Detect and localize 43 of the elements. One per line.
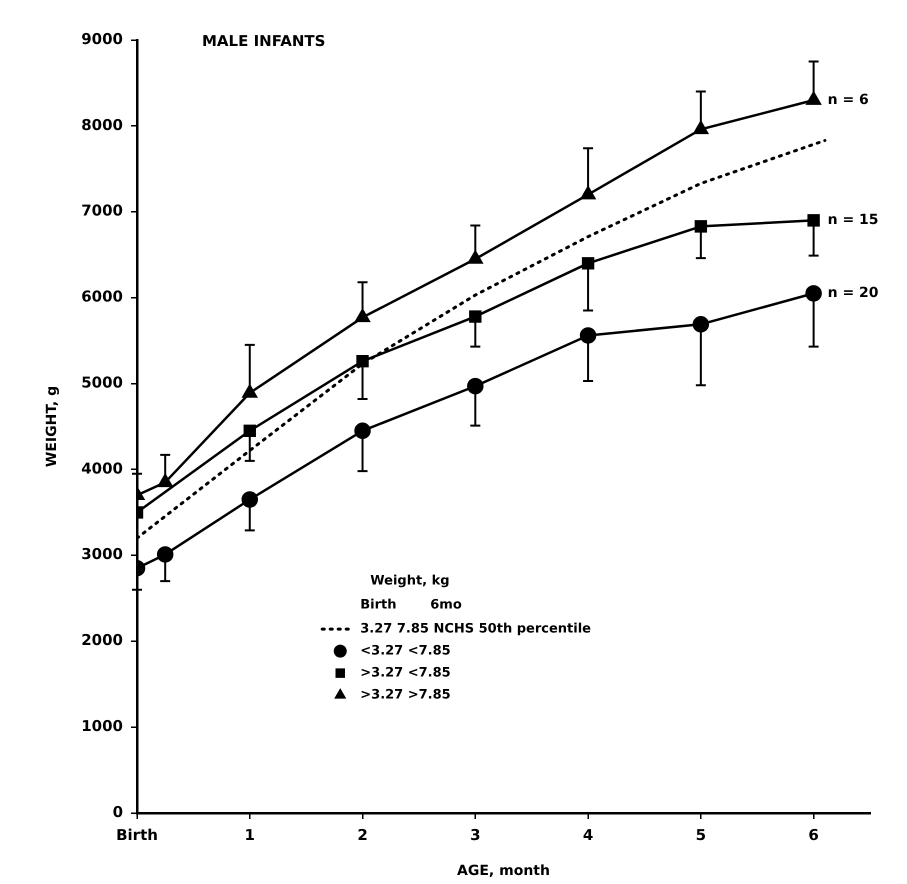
point [582,257,594,270]
x-tick-label: 2 [357,826,368,844]
x-axis-title: AGE, month [457,863,550,880]
x-tick-label: 4 [582,826,594,844]
annotation: n = 15 [828,212,879,228]
y-tick-label: 2000 [81,631,123,650]
y-tick-label: 4000 [81,459,123,478]
point [242,491,258,508]
x-tick-label: Birth [116,826,158,844]
legend-label: >3.27 >7.85 [360,687,451,702]
point [467,378,484,394]
point [807,214,820,227]
y-tick-label: 9000 [81,30,123,48]
y-tick-label: 8000 [81,116,123,134]
x-tick-label: 6 [808,826,819,844]
point [156,546,174,563]
annotation: Birth [360,597,396,612]
y-tick-label: 1000 [81,717,123,735]
y-tick-label: 0 [112,802,123,821]
point [580,327,596,344]
chart-title: MALE INFANTS [202,32,326,50]
annotation: 6mo [430,597,462,612]
legend-label: >3.27 <7.85 [360,665,451,680]
annotation: n = 6 [828,92,869,108]
point [469,310,482,323]
annotation: n = 20 [828,285,879,302]
y-tick-label: 3000 [81,545,123,564]
legend-label: 3.27 7.85 NCHS 50th percentile [360,621,592,636]
point [694,220,708,233]
point [805,285,822,302]
point [354,422,371,440]
point [694,121,708,134]
x-tick-label: 3 [470,826,481,844]
point [244,424,256,437]
y-tick-label: 6000 [81,288,123,306]
legend-title: Weight, kg [370,573,450,588]
legend-label: <3.27 <7.85 [360,643,451,658]
y-axis-title: WEIGHT, g [44,386,60,468]
y-tick-label: 7000 [81,202,123,220]
y-tick-label: 5000 [81,373,123,392]
point [692,316,710,333]
x-tick-label: 5 [696,826,706,844]
x-tick-label: 1 [244,826,255,844]
